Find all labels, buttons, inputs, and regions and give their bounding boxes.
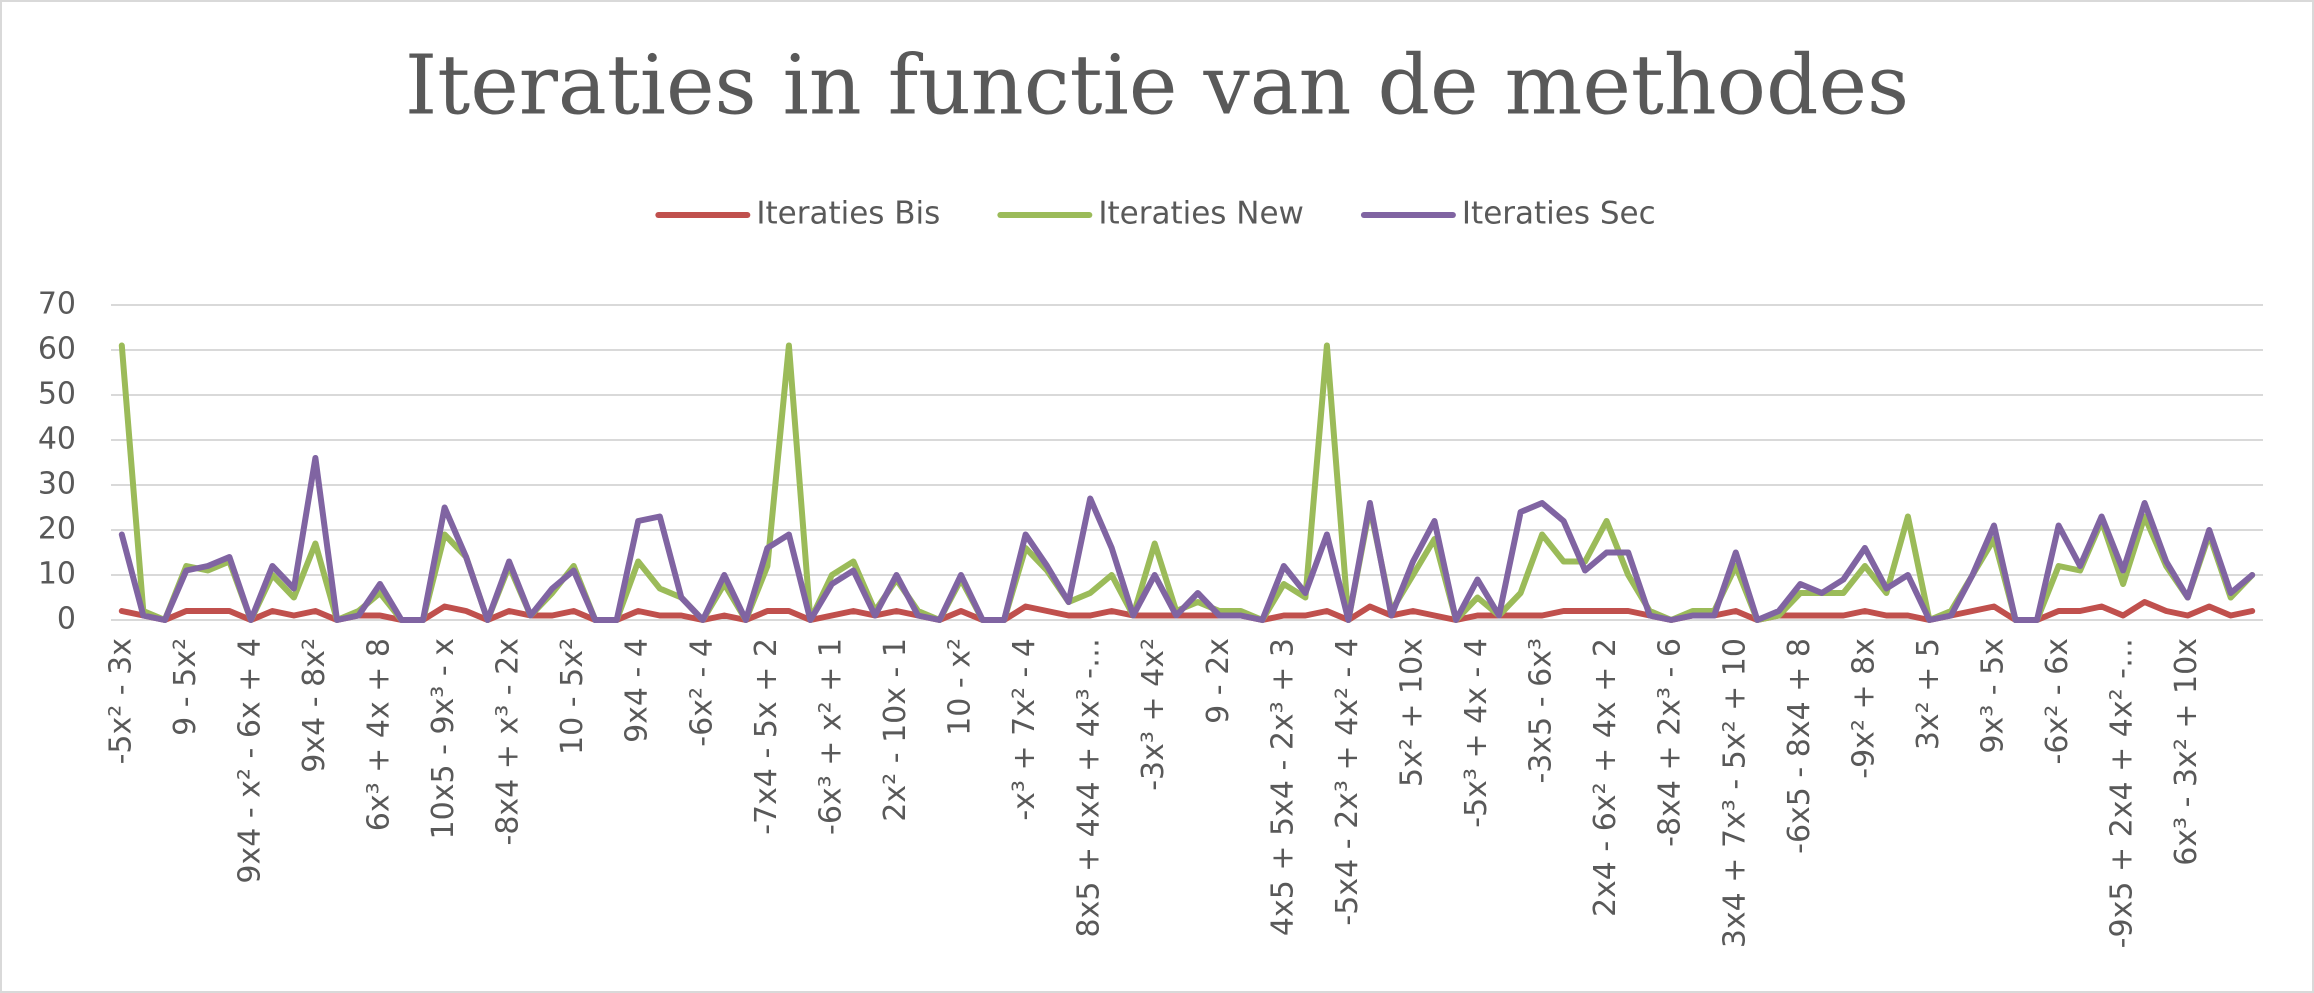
y-tick-label: 60 — [38, 332, 76, 367]
x-tick-label: 9x4 - x² - 6x + 4 — [232, 638, 267, 884]
x-tick-label: 10 - x² — [943, 638, 978, 736]
y-tick-label: 50 — [38, 377, 76, 412]
x-tick-label: -5x² - 3x — [103, 638, 138, 764]
x-tick-label: -6x² - 6x — [2040, 638, 2075, 764]
x-tick-label: -9x5 + 2x4 + 4x² -… — [2105, 638, 2140, 948]
x-tick-label: -8x4 + x³ - 2x — [491, 638, 526, 845]
y-tick-label: 40 — [38, 422, 76, 457]
legend-label: Iteraties Sec — [1462, 196, 1656, 232]
x-tick-label: 9x³ - 5x — [1976, 638, 2011, 754]
x-tick-label: 10x5 - 9x³ - x — [426, 638, 461, 839]
x-tick-label: 3x4 + 7x³ - 5x² + 10 — [1717, 638, 1752, 948]
x-tick-label: 5x² + 10x — [1394, 638, 1429, 787]
x-tick-label: -8x4 + 2x³ - 6 — [1653, 638, 1688, 847]
x-tick-label: -7x4 - 5x + 2 — [749, 638, 784, 835]
y-tick-label: 30 — [38, 467, 76, 502]
x-tick-label: 6x³ - 3x² + 10x — [2169, 638, 2204, 866]
x-tick-label: 2x² - 10x - 1 — [878, 638, 913, 822]
x-tick-label: 9 - 5x² — [168, 638, 203, 736]
x-tick-label: 10 - 5x² — [555, 638, 590, 755]
x-tick-label: 2x4 - 6x² + 4x + 2 — [1588, 638, 1623, 917]
x-tick-label: 8x5 + 4x4 + 4x³ -… — [1072, 638, 1107, 938]
x-tick-label: 9x4 - 8x² — [297, 638, 332, 773]
x-tick-label: -6x³ + x² + 1 — [813, 638, 848, 835]
y-tick-label: 20 — [38, 512, 76, 547]
x-tick-label: -5x³ + 4x - 4 — [1459, 638, 1494, 828]
legend-label: Iteraties New — [1098, 196, 1304, 232]
x-tick-label: -3x³ + 4x² — [1136, 638, 1171, 791]
x-tick-label: 9x4 - 4 — [620, 638, 655, 743]
x-tick-label: -9x² + 8x — [1846, 638, 1881, 779]
x-tick-label: 4x5 + 5x4 - 2x³ + 3 — [1265, 638, 1300, 936]
y-tick-label: 0 — [57, 602, 76, 637]
x-tick-label: -x³ + 7x² - 4 — [1007, 638, 1042, 821]
series-line — [118, 599, 2256, 623]
x-tick-label: -3x5 - 6x³ — [1524, 638, 1559, 784]
x-tick-label: 3x² + 5 — [1911, 638, 1946, 750]
legend-label: Iteraties Bis — [756, 196, 940, 232]
x-tick-label: 6x³ + 4x + 8 — [362, 638, 397, 831]
x-tick-label: -6x5 - 8x4 + 8 — [1782, 638, 1817, 854]
y-tick-label: 70 — [38, 287, 76, 322]
series-line — [118, 455, 2256, 623]
chart-title: Iteraties in functie van de methodes — [405, 39, 1909, 134]
x-tick-label: 9 - 2x — [1201, 638, 1236, 724]
y-tick-label: 10 — [38, 557, 76, 592]
x-tick-label: -6x² - 4 — [684, 638, 719, 747]
x-tick-label: -5x4 - 2x³ + 4x² - 4 — [1330, 638, 1365, 926]
